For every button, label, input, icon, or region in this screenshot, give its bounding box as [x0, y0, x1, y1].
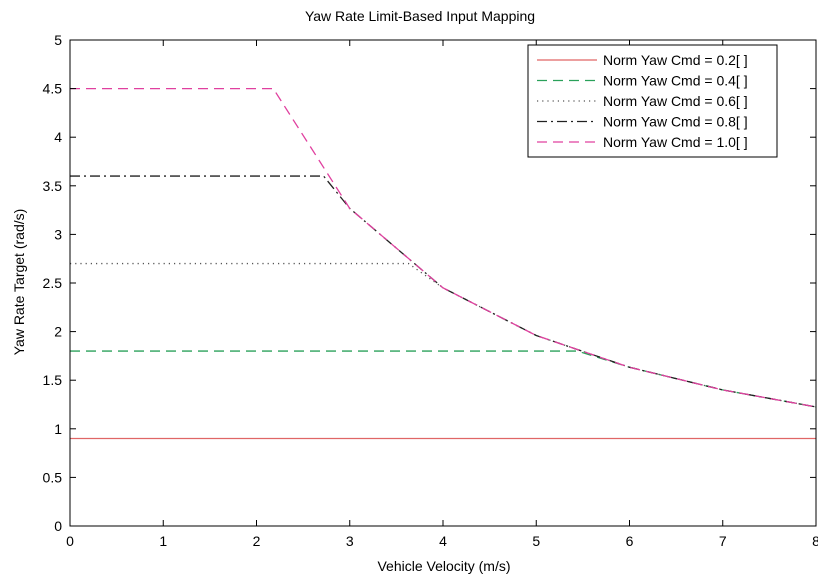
- x-tick-label: 6: [626, 533, 634, 549]
- series-line-3: [70, 262, 817, 408]
- x-tick-label: 2: [253, 533, 261, 549]
- series-line-5: [70, 87, 817, 408]
- legend: Norm Yaw Cmd = 0.2[ ] Norm Yaw Cmd = 0.4[…: [527, 44, 778, 158]
- ticks-layer: 0 1 2 3 4 5 6 7 8 0 0.5 1 1.5 2 2.5 3 3.5 4 4.5 5: [43, 32, 818, 549]
- x-tick-label: 8: [812, 533, 818, 549]
- y-tick-label: 3: [54, 226, 62, 242]
- y-tick-label: 3.5: [43, 178, 63, 194]
- x-tick-label: 3: [346, 533, 354, 549]
- x-tick-label: 5: [532, 533, 540, 549]
- chart-title: Yaw Rate Limit-Based Input Mapping: [305, 8, 535, 24]
- y-tick-label: 4.5: [43, 81, 63, 97]
- y-axis-title: Yaw Rate Target (rad/s): [11, 209, 27, 356]
- y-tick-label: 1.5: [43, 372, 63, 388]
- legend-label-1: Norm Yaw Cmd = 0.2[ ]: [603, 52, 748, 68]
- series-line-2: [70, 350, 817, 408]
- x-tick-label: 4: [439, 533, 447, 549]
- x-tick-label: 0: [66, 533, 74, 549]
- y-tick-label: 2.5: [43, 275, 63, 291]
- legend-label-5: Norm Yaw Cmd = 1.0[ ]: [603, 134, 748, 150]
- y-tick-label: 2: [54, 324, 62, 340]
- series-layer: [70, 87, 817, 440]
- y-tick-label: 0.5: [43, 469, 63, 485]
- legend-label-2: Norm Yaw Cmd = 0.4[ ]: [603, 73, 748, 89]
- y-tick-label: 0: [54, 518, 62, 534]
- legend-label-3: Norm Yaw Cmd = 0.6[ ]: [603, 93, 748, 109]
- y-tick-label: 4: [54, 129, 62, 145]
- legend-label-4: Norm Yaw Cmd = 0.8[ ]: [603, 114, 748, 130]
- series-line-4: [70, 175, 817, 408]
- x-tick-label: 7: [719, 533, 727, 549]
- y-tick-label: 5: [54, 32, 62, 48]
- x-tick-label: 1: [159, 533, 167, 549]
- legend-box: [527, 44, 778, 158]
- y-tick-label: 1: [54, 421, 62, 437]
- x-axis-title: Vehicle Velocity (m/s): [377, 558, 510, 574]
